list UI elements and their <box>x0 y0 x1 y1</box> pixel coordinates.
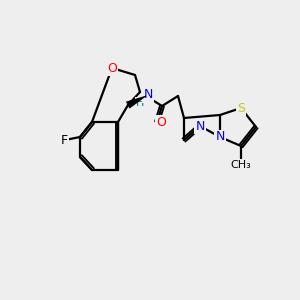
Text: N: N <box>215 130 225 143</box>
Text: N: N <box>195 119 205 133</box>
Text: O: O <box>107 61 117 74</box>
Text: S: S <box>237 101 245 115</box>
Text: CH₃: CH₃ <box>231 160 251 170</box>
Text: F: F <box>60 134 68 146</box>
Text: O: O <box>156 116 166 128</box>
Text: H: H <box>136 98 144 108</box>
Polygon shape <box>126 96 146 108</box>
Text: N: N <box>143 88 153 101</box>
